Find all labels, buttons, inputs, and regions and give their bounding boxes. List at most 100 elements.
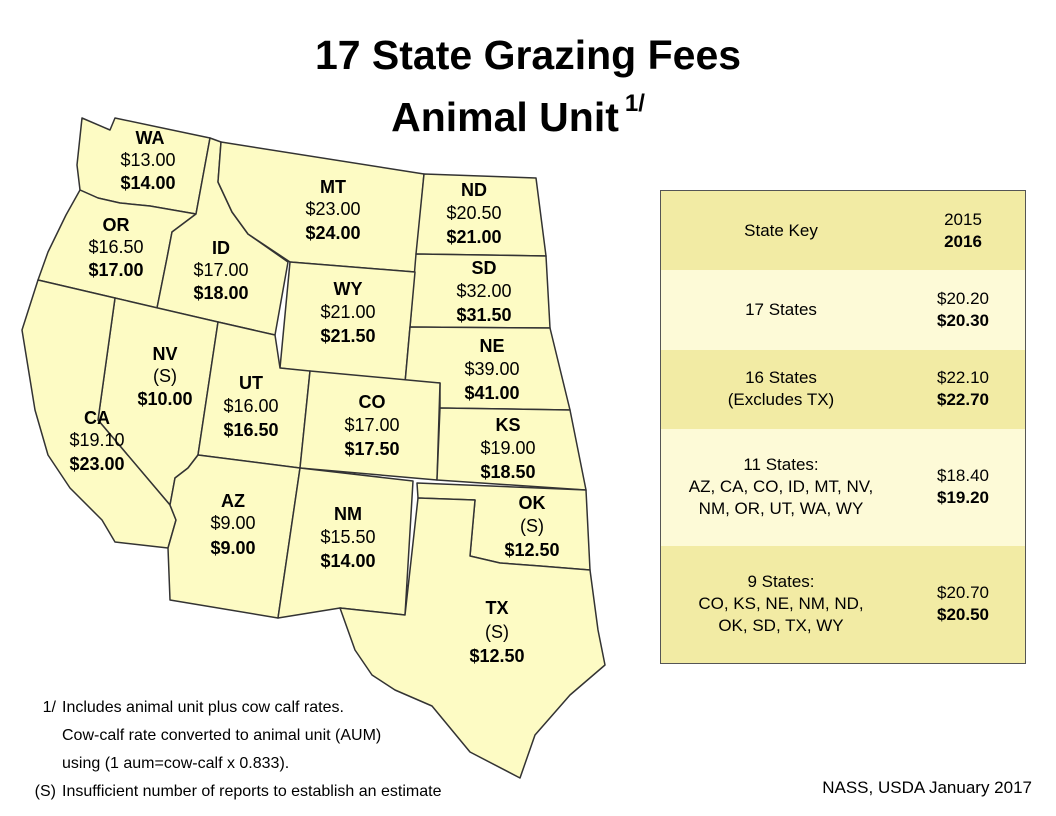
- id-fee-2016: $18.00: [193, 283, 248, 303]
- nm-fee-2015: $15.50: [320, 527, 375, 547]
- key-row-line1: 17 States: [745, 300, 817, 320]
- ut-abbr: UT: [239, 373, 263, 393]
- label-sd: SD $32.00 $31.50: [456, 258, 511, 325]
- key-row-line2: AZ, CA, CO, ID, MT, NV,: [688, 477, 874, 497]
- label-mt: MT $23.00 $24.00: [305, 177, 360, 243]
- footnote-s: (S) Insufficient number of reports to es…: [18, 778, 578, 806]
- label-nm: NM $15.50 $14.00: [320, 504, 375, 571]
- nm-fee-2016: $14.00: [320, 551, 375, 571]
- key-row-9-states: 9 States: CO, KS, NE, NM, ND, OK, SD, TX…: [660, 545, 1026, 664]
- mt-fee-2016: $24.00: [305, 223, 360, 243]
- key-row-fee-2016: $19.20: [937, 488, 989, 508]
- footnote-1-line2: Cow-calf rate converted to animal unit (…: [62, 727, 382, 744]
- label-ok: OK (S) $12.50: [504, 493, 559, 560]
- ne-abbr: NE: [479, 336, 504, 356]
- sd-abbr: SD: [471, 258, 496, 278]
- key-row-values: $18.40 $19.20: [901, 429, 1026, 546]
- source-credit: NASS, USDA January 2017: [822, 778, 1032, 797]
- footnote-indent: [18, 750, 62, 778]
- key-row-line2: (Excludes TX): [727, 390, 835, 410]
- footnote-marker: 1/: [624, 90, 645, 117]
- key-row-17-states: 17 States $20.20 $20.30: [660, 270, 1026, 350]
- footnote-1-cont: Cow-calf rate converted to animal unit (…: [18, 722, 578, 750]
- key-row-fee-2015: $22.10: [937, 368, 989, 388]
- state-tx: [339, 497, 606, 779]
- key-row-line2: CO, KS, NE, NM, ND,: [698, 594, 864, 614]
- key-row-11-states: 11 States: AZ, CA, CO, ID, MT, NV, NM, O…: [660, 428, 1026, 546]
- key-row-16-states: 16 States (Excludes TX) $22.10 $22.70: [660, 349, 1026, 429]
- ok-abbr: OK: [519, 493, 546, 513]
- label-ca: CA $19.10 $23.00: [69, 408, 124, 474]
- key-row-label: 17 States: [661, 270, 902, 349]
- key-row-fee-2015: $18.40: [937, 466, 989, 486]
- sd-fee-2015: $32.00: [456, 281, 511, 301]
- wa-fee-2016: $14.00: [120, 173, 175, 193]
- label-or: OR $16.50 $17.00: [88, 215, 143, 280]
- footnote-1: 1/ Includes animal unit plus cow calf ra…: [18, 694, 578, 722]
- ca-fee-2016: $23.00: [69, 454, 124, 474]
- label-wy: WY $21.00 $21.50: [320, 279, 375, 346]
- label-ks: KS $19.00 $18.50: [480, 415, 535, 482]
- key-row-values: $20.70 $20.50: [901, 546, 1026, 664]
- key-row-line3: OK, SD, TX, WY: [718, 616, 844, 636]
- label-co: CO $17.00 $17.50: [344, 392, 399, 459]
- az-fee-2015: $9.00: [210, 513, 255, 533]
- label-nd: ND $20.50 $21.00: [446, 180, 501, 247]
- label-az: AZ $9.00 $9.00: [210, 491, 255, 558]
- map-title: 17 State Grazing Fees: [314, 32, 742, 78]
- wy-fee-2015: $21.00: [320, 302, 375, 322]
- wy-abbr: WY: [334, 279, 363, 299]
- footnote-indent: [18, 722, 62, 750]
- or-fee-2016: $17.00: [88, 260, 143, 280]
- az-abbr: AZ: [221, 491, 245, 511]
- ne-fee-2015: $39.00: [464, 359, 519, 379]
- nm-abbr: NM: [334, 504, 362, 524]
- key-row-values: $22.10 $22.70: [901, 350, 1026, 429]
- key-header-2016: 2016: [944, 231, 982, 251]
- label-id: ID $17.00 $18.00: [193, 238, 248, 303]
- label-tx: TX (S) $12.50: [469, 598, 524, 666]
- mt-abbr: MT: [320, 177, 346, 197]
- nv-abbr: NV: [152, 344, 177, 364]
- key-row-fee-2016: $22.70: [937, 390, 989, 410]
- footnote-1-line1: Includes animal unit plus cow calf rates…: [62, 699, 344, 716]
- key-header-years: 2015 2016: [901, 191, 1026, 271]
- sd-fee-2016: $31.50: [456, 305, 511, 325]
- wy-fee-2016: $21.50: [320, 326, 375, 346]
- nv-fee-2016: $10.00: [137, 389, 192, 409]
- key-row-line3: NM, OR, UT, WA, WY: [698, 499, 864, 519]
- nd-fee-2015: $20.50: [446, 203, 501, 223]
- nd-fee-2016: $21.00: [446, 227, 501, 247]
- co-abbr: CO: [359, 392, 386, 412]
- key-header-2015: 2015: [944, 209, 982, 229]
- key-row-label: 16 States (Excludes TX): [661, 350, 902, 429]
- label-ut: UT $16.00 $16.50: [223, 373, 278, 440]
- footnotes: 1/ Includes animal unit plus cow calf ra…: [18, 694, 578, 806]
- or-abbr: OR: [103, 215, 130, 235]
- key-row-line1: 11 States:: [743, 455, 819, 475]
- co-fee-2016: $17.50: [344, 439, 399, 459]
- key-header-label: State Key: [744, 220, 818, 240]
- map-subtitle: Animal Unit 1/: [0, 90, 1046, 147]
- ca-abbr: CA: [84, 408, 110, 428]
- or-fee-2015: $16.50: [88, 237, 143, 257]
- key-row-fee-2016: $20.30: [937, 311, 989, 331]
- key-row-label: 9 States: CO, KS, NE, NM, ND, OK, SD, TX…: [661, 546, 902, 664]
- subtitle-text: Animal Unit: [391, 94, 619, 140]
- ne-fee-2016: $41.00: [464, 383, 519, 403]
- wa-abbr: WA: [136, 128, 165, 148]
- ca-fee-2015: $19.10: [69, 430, 124, 450]
- id-fee-2015: $17.00: [193, 260, 248, 280]
- label-nv: NV (S) $10.00: [137, 344, 192, 409]
- ut-fee-2016: $16.50: [223, 420, 278, 440]
- state-ca: [21, 279, 177, 549]
- footnote-s-text: Insufficient number of reports to establ…: [62, 783, 442, 800]
- co-fee-2015: $17.00: [344, 415, 399, 435]
- tx-abbr: TX: [485, 598, 508, 618]
- western-states-map: WA $13.00 $14.00 OR $16.50 $17.00 CA $19…: [21, 117, 606, 779]
- state-az: [167, 454, 301, 619]
- ok-fee-2015: (S): [520, 516, 544, 536]
- nd-abbr: ND: [461, 180, 487, 200]
- key-row-line1: 16 States: [745, 368, 817, 388]
- footnote-1-mark: 1/: [42, 699, 56, 716]
